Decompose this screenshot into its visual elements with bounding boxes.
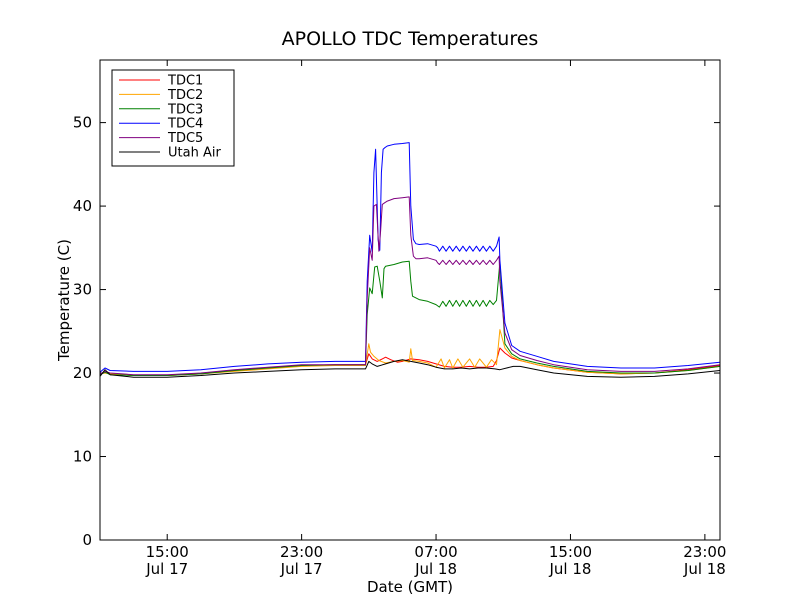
legend-box [111, 69, 235, 167]
y-axis-label: Temperature (C) [55, 239, 73, 362]
y-ticks: 0 10 20 30 40 50 [73, 114, 720, 549]
y-tick-label: 30 [73, 281, 92, 299]
x-axis-label: Date (GMT) [367, 578, 453, 596]
x-tick-label-date: Jul 17 [280, 560, 323, 578]
x-tick-label-time: 23:00 [280, 543, 323, 561]
x-tick-label-date: Jul 17 [145, 560, 188, 578]
legend-label-tdc4: TDC4 [167, 117, 203, 132]
x-tick-label-time: 23:00 [683, 543, 726, 561]
y-tick-label: 40 [73, 197, 92, 215]
series-line-tdc5 [100, 196, 720, 376]
legend-label-utah-air: Utah Air [168, 146, 221, 161]
x-tick-label-date: Jul 18 [548, 560, 591, 578]
legend-label-tdc1: TDC1 [167, 74, 203, 89]
legend-label-tdc2: TDC2 [167, 88, 203, 103]
series-lines [100, 142, 720, 378]
x-tick-label-date: Jul 18 [414, 560, 457, 578]
chart-title: APOLLO TDC Temperatures [282, 28, 539, 50]
y-tick-label: 20 [73, 364, 92, 382]
x-tick-label-date: Jul 18 [683, 560, 726, 578]
y-tick-label: 10 [73, 448, 92, 466]
x-tick-label-time: 07:00 [414, 543, 457, 561]
legend-label-tdc5: TDC5 [167, 131, 203, 146]
plot-frame [99, 59, 721, 541]
x-tick-label-time: 15:00 [549, 543, 592, 561]
legend-label-tdc3: TDC3 [167, 102, 203, 117]
y-tick-label: 50 [73, 114, 92, 132]
x-tick-label-time: 15:00 [146, 543, 189, 561]
y-tick-label: 0 [82, 531, 92, 549]
series-line-utah-air [100, 359, 720, 378]
